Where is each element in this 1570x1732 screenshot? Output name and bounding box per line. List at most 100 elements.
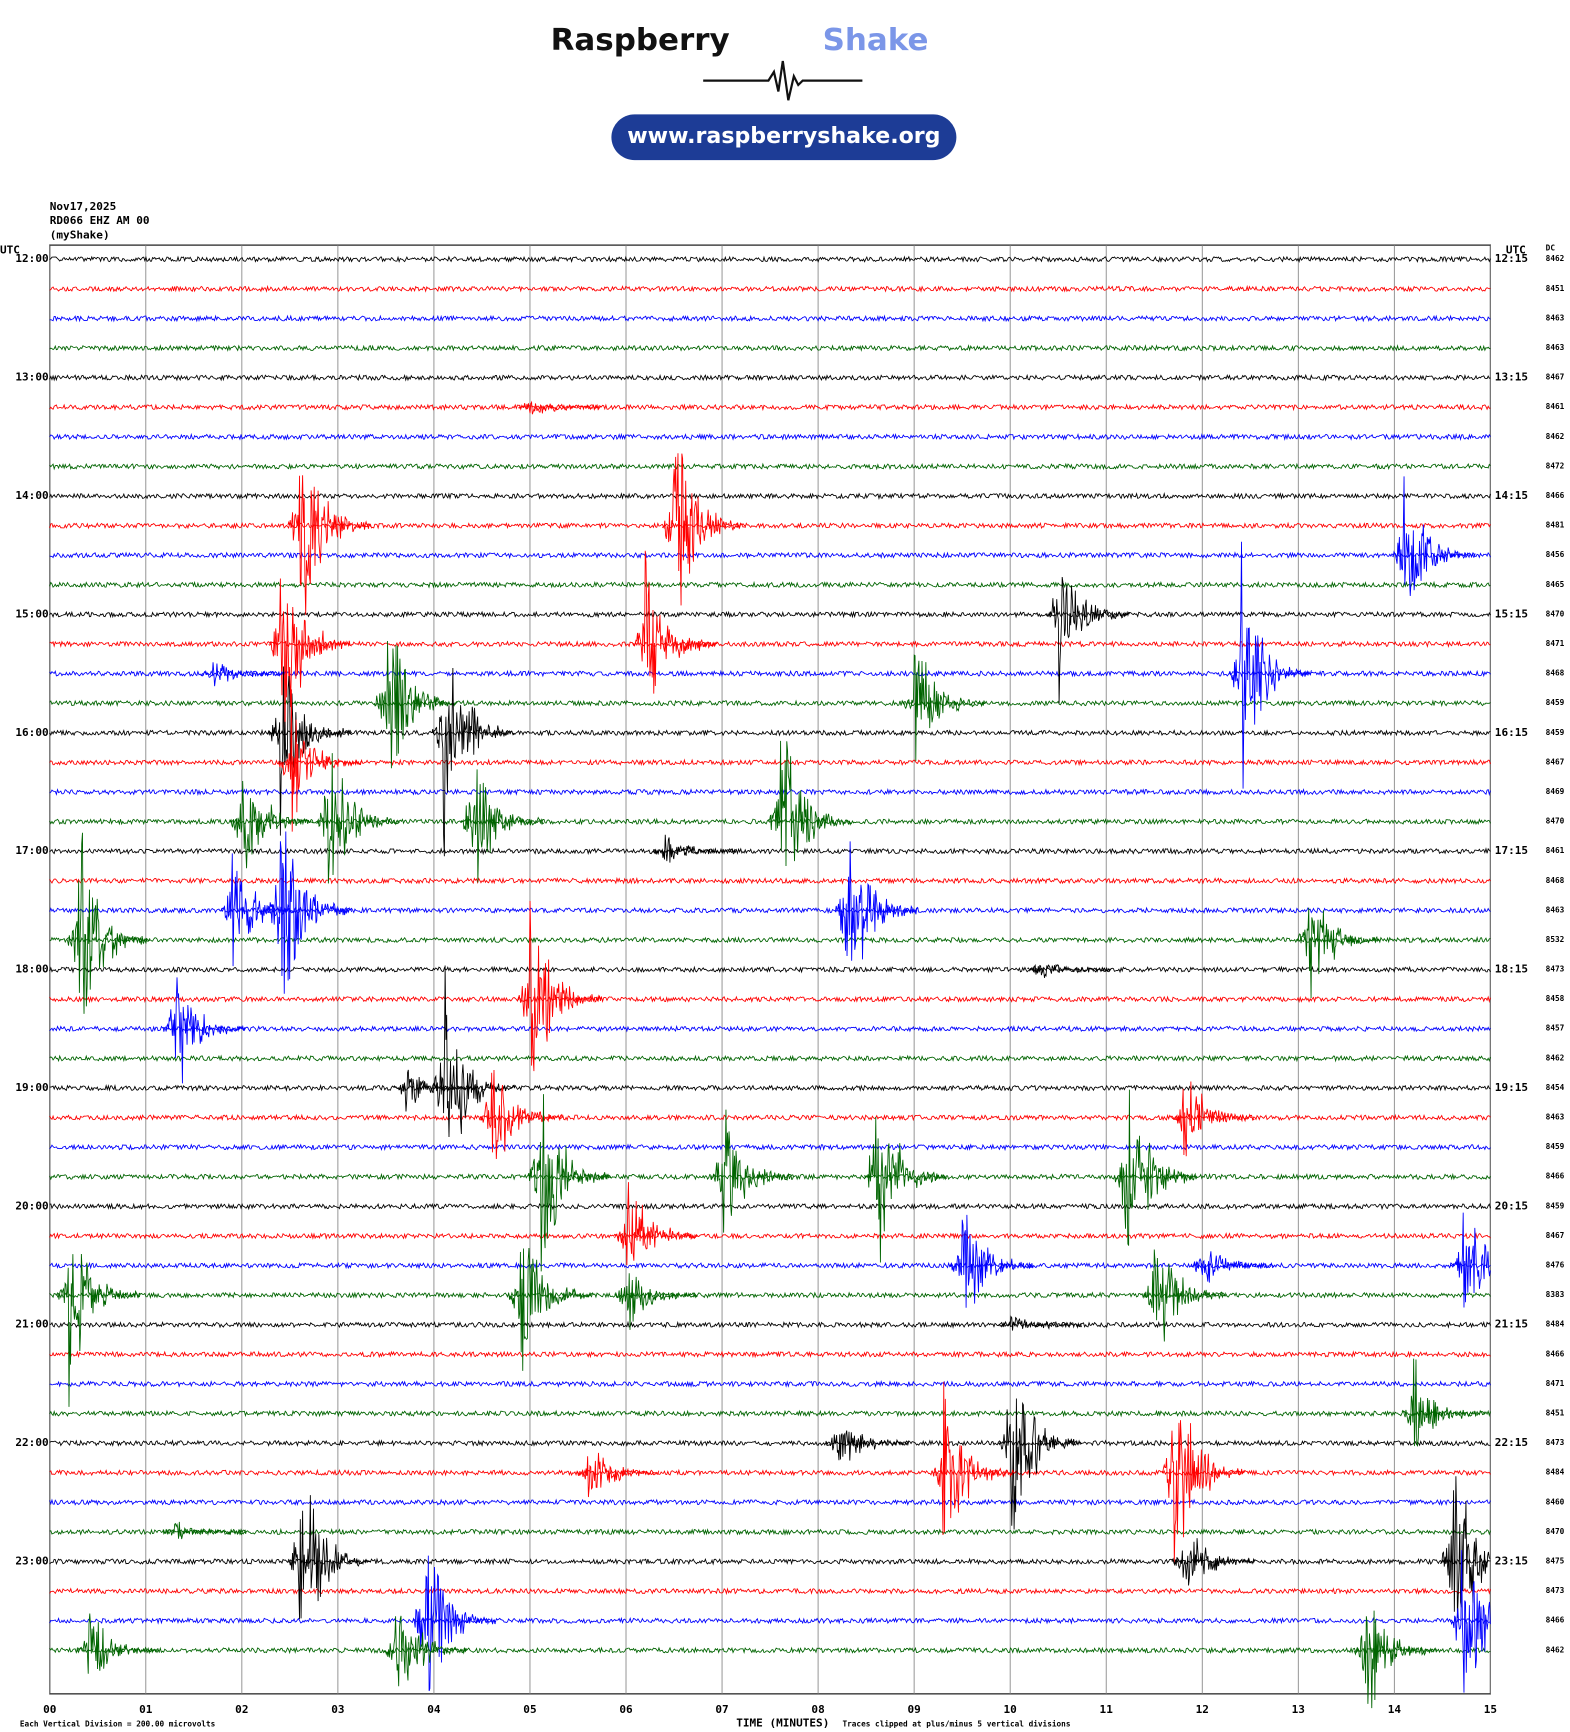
trace: [49, 373, 1491, 382]
seismic-event: [268, 578, 352, 741]
dc-value: 8466: [1546, 1349, 1565, 1358]
dc-value: 8484: [1546, 1320, 1565, 1329]
seismic-event: [1027, 963, 1111, 978]
x-tick-label: 00: [43, 1703, 56, 1716]
trace: [49, 1291, 1491, 1300]
dc-value: 8451: [1546, 284, 1565, 293]
seismic-event: [1161, 1420, 1245, 1563]
trace: [49, 640, 1491, 649]
dc-value: 8459: [1546, 1201, 1565, 1210]
left-time-label: 21:00: [15, 1318, 48, 1331]
date: Nov17,2025: [50, 200, 117, 213]
seismic-event: [383, 1615, 468, 1687]
trace: [49, 995, 1491, 1004]
trace: [49, 1232, 1491, 1240]
trace: [49, 403, 1491, 412]
seismic-event: [393, 1069, 477, 1112]
seismic-event: [220, 853, 304, 967]
left-time-label: 20:00: [15, 1199, 48, 1212]
seismic-event: [518, 400, 602, 415]
trace: [49, 610, 1491, 619]
x-tick-label: 11: [1100, 1703, 1114, 1716]
seismic-event: [1353, 1610, 1438, 1709]
trace: [49, 1350, 1491, 1359]
dc-header: DC: [1546, 243, 1556, 252]
seismic-event: [1171, 1081, 1255, 1157]
seismic-event: [527, 1094, 612, 1272]
trace: [49, 1024, 1491, 1033]
trace: [49, 728, 1491, 737]
left-time-label: 22:00: [15, 1436, 48, 1449]
trace: [49, 491, 1491, 501]
dc-value: 8462: [1546, 1645, 1565, 1654]
trace: [49, 1468, 1491, 1477]
dc-value: 8462: [1546, 1053, 1565, 1062]
trace: [49, 521, 1491, 530]
dc-value: 8469: [1546, 787, 1565, 796]
x-tick-label: 06: [619, 1703, 633, 1716]
right-time-label: 20:15: [1495, 1199, 1528, 1212]
x-axis-label: TIME (MINUTES): [736, 1716, 829, 1729]
right-time-label: 21:15: [1495, 1318, 1528, 1331]
right-time-label: 15:15: [1495, 607, 1528, 620]
logo-word: Shake: [823, 22, 929, 58]
trace: [49, 758, 1491, 767]
left-time-label: 18:00: [15, 963, 48, 976]
seismic-event: [1449, 1550, 1491, 1693]
seismic-event: [162, 977, 247, 1084]
source: (myShake): [50, 228, 110, 241]
dc-value: 8470: [1546, 1527, 1565, 1536]
url-pill: [611, 114, 957, 161]
dc-value: 8481: [1546, 521, 1565, 530]
x-tick-label: 07: [715, 1703, 728, 1716]
left-unit: UTC: [0, 244, 20, 257]
seismic-event: [1401, 1358, 1486, 1447]
trace: [49, 344, 1491, 352]
url: www.raspberryshake.org: [627, 124, 940, 149]
dc-value: 8484: [1546, 1468, 1565, 1477]
dc-value: 8454: [1546, 1083, 1565, 1092]
dc-value: 8473: [1546, 1438, 1565, 1447]
dc-value: 8466: [1546, 1616, 1565, 1625]
dc-value: 8472: [1546, 461, 1565, 470]
seismic-event: [863, 1116, 947, 1263]
seismic-event: [950, 1214, 1034, 1308]
seismic-event: [1392, 476, 1476, 596]
seismic-event: [1142, 1249, 1226, 1342]
station: RD066 EHZ AM 00: [50, 214, 150, 227]
left-time-label: 19:00: [15, 1081, 48, 1094]
trace: [49, 1646, 1491, 1655]
right-time-label: 14:15: [1495, 489, 1528, 502]
seismic-event: [1449, 1212, 1491, 1308]
seismic-event: [931, 1381, 1015, 1535]
trace: [49, 255, 1491, 264]
seismic-event: [517, 900, 602, 1072]
footnote: Traces clipped at plus/minus 5 vertical …: [842, 1719, 1070, 1728]
x-tick-label: 13: [1292, 1703, 1305, 1716]
right-time-label: 19:15: [1495, 1081, 1528, 1094]
dc-value: 8457: [1546, 1024, 1565, 1033]
left-time-label: 12:00: [15, 252, 48, 265]
right-time-label: 18:15: [1495, 963, 1528, 976]
seismic-event: [998, 1315, 1082, 1331]
seismic-event: [902, 654, 986, 761]
dc-value: 8532: [1546, 935, 1565, 944]
seismic-event: [316, 753, 400, 884]
dc-value: 8463: [1546, 313, 1565, 322]
trace: [49, 965, 1491, 974]
left-time-label: 23:00: [15, 1555, 48, 1568]
trace: [49, 847, 1491, 856]
dc-value: 8475: [1546, 1557, 1565, 1566]
trace: [49, 580, 1491, 589]
trace: [49, 1439, 1491, 1448]
trace: [49, 1498, 1491, 1507]
trace: [49, 936, 1491, 944]
seismic-event: [834, 841, 919, 961]
x-tick-label: 03: [331, 1703, 344, 1716]
trace: [49, 1409, 1491, 1418]
right-time-label: 13:15: [1495, 371, 1528, 384]
trace: [49, 284, 1491, 293]
dc-value: 8470: [1546, 817, 1565, 826]
seismic-event: [825, 1430, 910, 1461]
